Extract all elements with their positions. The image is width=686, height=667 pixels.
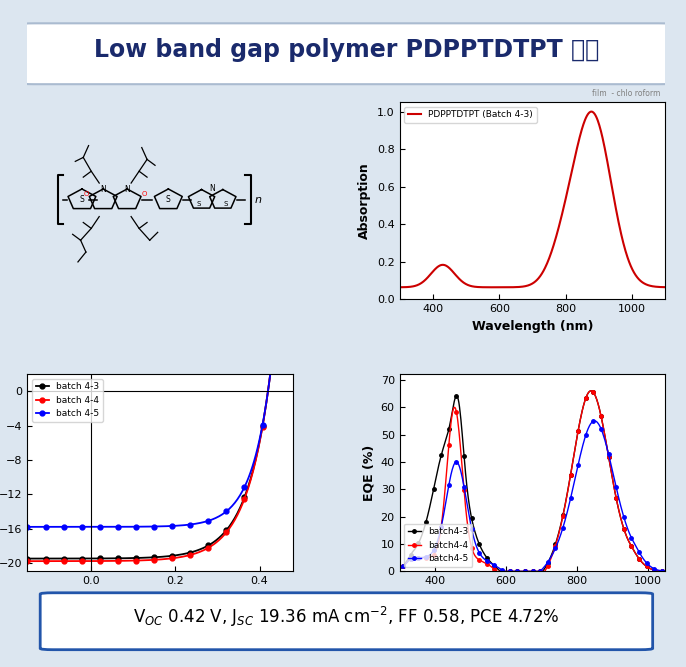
Text: S: S bbox=[166, 195, 171, 204]
Text: V$_{OC}$ 0.42 V, J$_{SC}$ 19.36 mA cm$^{-2}$, FF 0.58, PCE 4.72%: V$_{OC}$ 0.42 V, J$_{SC}$ 19.36 mA cm$^{… bbox=[133, 605, 560, 630]
Text: S: S bbox=[223, 201, 228, 207]
FancyBboxPatch shape bbox=[40, 593, 652, 650]
X-axis label: Wavelength (nm): Wavelength (nm) bbox=[472, 592, 593, 605]
Y-axis label: Absorption: Absorption bbox=[358, 163, 371, 239]
Text: N: N bbox=[124, 185, 130, 195]
Legend: PDPPTDTPT (Batch 4-3): PDPPTDTPT (Batch 4-3) bbox=[404, 107, 537, 123]
Text: S: S bbox=[197, 201, 201, 207]
Text: n: n bbox=[255, 195, 262, 205]
Legend: batch 4-3, batch 4-4, batch 4-5: batch 4-3, batch 4-4, batch 4-5 bbox=[32, 379, 103, 422]
Text: film  - chlo roform: film - chlo roform bbox=[592, 89, 660, 98]
Text: Low band gap polymer PDPPTDTPT 개발: Low band gap polymer PDPPTDTPT 개발 bbox=[94, 38, 599, 62]
FancyBboxPatch shape bbox=[21, 23, 672, 84]
X-axis label: Wavelength (nm): Wavelength (nm) bbox=[472, 319, 593, 333]
Text: N: N bbox=[100, 185, 106, 195]
Legend: batch4-3, batch4-4, batch4-5: batch4-3, batch4-4, batch4-5 bbox=[404, 524, 473, 567]
Y-axis label: EQE (%): EQE (%) bbox=[362, 445, 375, 501]
Text: O: O bbox=[142, 191, 147, 197]
Text: N: N bbox=[209, 185, 215, 193]
Text: O: O bbox=[83, 191, 88, 197]
X-axis label: Voltage (V): Voltage (V) bbox=[121, 592, 200, 605]
Text: S: S bbox=[80, 195, 84, 204]
